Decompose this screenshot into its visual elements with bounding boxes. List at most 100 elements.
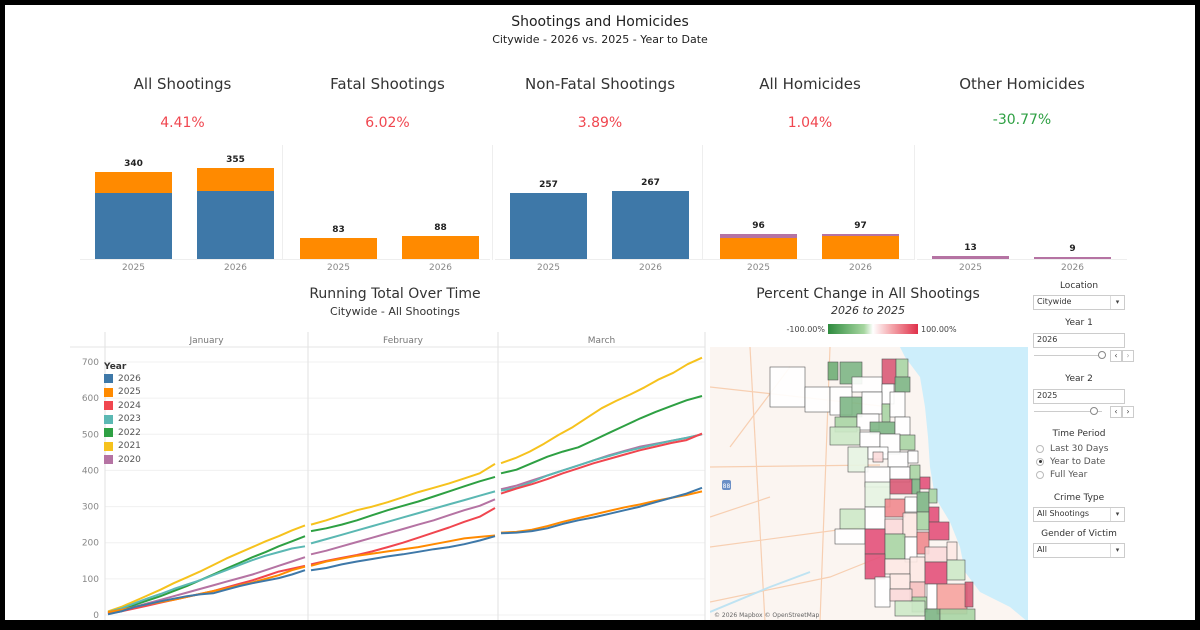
year2-slider[interactable] <box>1034 411 1102 412</box>
district-shape[interactable] <box>887 451 909 468</box>
district-shape[interactable] <box>946 559 966 581</box>
legend-item-2024[interactable]: 2024 <box>104 399 141 413</box>
district-shape[interactable] <box>847 446 869 473</box>
series-line-2026-pane-1[interactable] <box>107 569 306 616</box>
district-shape[interactable] <box>874 576 891 608</box>
district-shape[interactable] <box>902 512 918 538</box>
bar-segment-other[interactable] <box>720 234 797 238</box>
year1-input[interactable]: 2026 <box>1033 333 1125 348</box>
line-series-2026[interactable] <box>107 486 703 616</box>
series-line-2022-pane-3[interactable] <box>500 395 703 475</box>
bar-segment-shooting[interactable] <box>720 237 797 259</box>
district-shape[interactable] <box>881 358 897 385</box>
district-shape[interactable] <box>919 476 931 490</box>
year1-prev-button[interactable]: ‹ <box>1110 350 1122 362</box>
district-shape[interactable] <box>804 386 831 413</box>
legend-item-2026[interactable]: 2026 <box>104 372 141 386</box>
bar-segment-fatal[interactable] <box>95 171 172 194</box>
map-attribution[interactable]: © 2026 Mapbox © OpenStreetMap <box>714 612 820 619</box>
district-shape[interactable] <box>916 511 930 531</box>
bar-segment-non-fatal[interactable] <box>95 193 172 259</box>
district-shape[interactable] <box>889 391 906 418</box>
bar-segment-non-fatal[interactable] <box>197 190 274 259</box>
series-line-2023-pane-3[interactable] <box>500 433 703 492</box>
radio-button[interactable] <box>1036 444 1044 453</box>
district-shape[interactable] <box>884 498 906 518</box>
district-shape[interactable] <box>907 450 919 464</box>
district-shape[interactable] <box>899 434 916 451</box>
bar-segment-other[interactable] <box>1034 256 1111 259</box>
district-shape[interactable] <box>839 508 866 530</box>
bar-segment-fatal[interactable] <box>300 237 377 259</box>
district-shape[interactable] <box>884 518 904 535</box>
legend-item-2021[interactable]: 2021 <box>104 440 141 454</box>
legend-item-2020[interactable]: 2020 <box>104 453 141 467</box>
district-shape[interactable] <box>924 561 948 585</box>
district-shape[interactable] <box>894 416 911 436</box>
bar-segment-fatal[interactable] <box>197 168 274 191</box>
district-shape[interactable] <box>928 488 938 504</box>
year2-next-button[interactable]: › <box>1122 406 1134 418</box>
district-shape[interactable] <box>889 573 911 590</box>
district-shape[interactable] <box>884 533 906 560</box>
district-shape[interactable] <box>881 403 891 423</box>
legend-item-2022[interactable]: 2022 <box>104 426 141 440</box>
line-series-2021[interactable] <box>107 356 703 613</box>
district-shape[interactable] <box>829 426 861 446</box>
bar-segment-fatal[interactable] <box>402 236 479 259</box>
district-shape[interactable] <box>864 528 886 555</box>
series-line-2022-pane-2[interactable] <box>310 475 496 533</box>
bar-segment-non-fatal[interactable] <box>510 193 587 259</box>
crime-type-dropdown[interactable]: All Shootings ▾ <box>1033 507 1125 522</box>
district-shape[interactable] <box>964 581 974 608</box>
district-shape[interactable] <box>928 521 950 541</box>
percent-change-map[interactable]: 88 <box>710 347 1028 620</box>
time-period-option-last-30-days[interactable]: Last 30 Days <box>1036 442 1108 455</box>
district-shape[interactable] <box>894 600 926 617</box>
bar-segment-non-fatal[interactable] <box>612 190 689 259</box>
district-shape[interactable] <box>889 588 913 602</box>
time-period-option-full-year[interactable]: Full Year <box>1036 468 1108 481</box>
location-dropdown[interactable]: Citywide ▾ <box>1033 295 1125 310</box>
series-line-2021-pane-2[interactable] <box>310 463 496 526</box>
series-line-2026-pane-2[interactable] <box>310 535 496 572</box>
district-shape[interactable] <box>904 496 918 513</box>
series-line-2026-pane-3[interactable] <box>500 486 703 535</box>
year2-input[interactable]: 2025 <box>1033 389 1125 404</box>
district-shape[interactable] <box>895 358 909 378</box>
series-line-2025-pane-2[interactable] <box>310 534 496 567</box>
district-shape[interactable] <box>909 556 926 583</box>
legend-item-2025[interactable]: 2025 <box>104 386 141 400</box>
district-shape[interactable] <box>928 506 940 523</box>
district-shape[interactable] <box>872 451 884 463</box>
district-shape[interactable] <box>926 583 938 610</box>
district-shape[interactable] <box>916 491 930 513</box>
year1-slider[interactable] <box>1034 355 1102 356</box>
line-series-2020[interactable] <box>107 433 703 615</box>
district-shape[interactable] <box>939 608 976 620</box>
bar-segment-other[interactable] <box>822 233 899 237</box>
line-series-2024[interactable] <box>107 432 703 615</box>
district-shape[interactable] <box>924 608 941 620</box>
district-shape[interactable] <box>859 431 881 448</box>
year1-next-button[interactable]: › <box>1122 350 1134 362</box>
district-shape[interactable] <box>924 546 948 563</box>
year2-slider-handle[interactable] <box>1089 407 1098 415</box>
series-line-2020-pane-2[interactable] <box>310 498 496 556</box>
gender-dropdown[interactable]: All ▾ <box>1033 543 1125 558</box>
district-shape[interactable] <box>864 506 886 530</box>
time-period-option-year-to-date[interactable]: Year to Date <box>1036 455 1108 468</box>
district-shape[interactable] <box>827 361 839 381</box>
series-line-2021-pane-3[interactable] <box>500 356 703 465</box>
district-shape[interactable] <box>884 558 911 575</box>
year2-prev-button[interactable]: ‹ <box>1110 406 1122 418</box>
district-shape[interactable] <box>894 376 911 393</box>
series-line-2020-pane-1[interactable] <box>107 556 306 615</box>
series-line-2023-pane-2[interactable] <box>310 490 496 545</box>
year1-slider-handle[interactable] <box>1098 351 1106 359</box>
radio-button[interactable] <box>1036 470 1044 479</box>
district-shape[interactable] <box>861 391 883 415</box>
legend-item-2023[interactable]: 2023 <box>104 413 141 427</box>
series-line-2023-pane-1[interactable] <box>107 545 306 614</box>
series-line-2024-pane-3[interactable] <box>500 432 703 495</box>
